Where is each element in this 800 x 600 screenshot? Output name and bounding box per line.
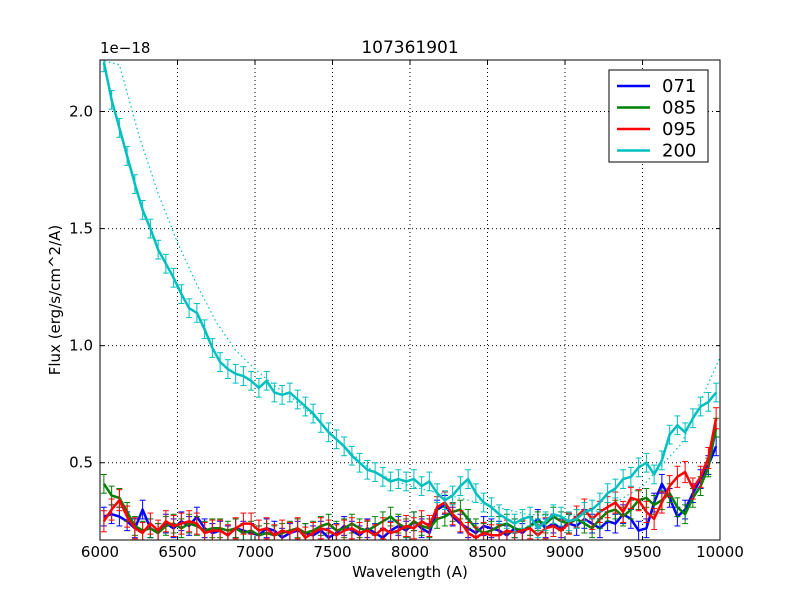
x-tick-label: 9000 [546, 543, 584, 561]
series-line-095 [102, 417, 718, 539]
x-tick-label: 8000 [391, 543, 429, 561]
y-tick-label: 1.0 [69, 337, 93, 355]
y-axis-label: Flux (erg/s/cm^2/A) [46, 225, 64, 376]
series-200 [100, 59, 720, 539]
x-tick-label: 9500 [623, 543, 661, 561]
legend-label-095: 095 [662, 119, 696, 140]
model-fit-layer [99, 59, 721, 518]
x-tick-label: 10000 [696, 543, 744, 561]
legend-label-071: 071 [662, 76, 696, 97]
x-tick-label: 6500 [158, 543, 196, 561]
legend-label-085: 085 [662, 98, 696, 119]
x-tick-label: 7500 [313, 543, 351, 561]
grid [100, 60, 720, 540]
y-tick-label: 2.0 [69, 103, 93, 121]
x-tick-label: 7000 [236, 543, 274, 561]
model-fit-line [99, 59, 721, 518]
series-line-085 [102, 427, 718, 537]
chart-title: 107361901 [361, 38, 458, 58]
y-tick-label: 0.5 [69, 454, 93, 472]
x-axis-label: Wavelength (A) [352, 563, 468, 581]
series-line-200 [102, 62, 718, 530]
tick-labels: 6000 6500 7000 7500 8000 8500 9000 9500 10000 0.5… [69, 103, 744, 561]
series-095 [100, 407, 720, 541]
y-scale-offset-label: 1e−18 [100, 39, 150, 57]
y-tick-label: 1.5 [69, 220, 93, 238]
tick-marks [99, 60, 721, 540]
x-tick-label: 8500 [468, 543, 506, 561]
legend-label-200: 200 [662, 141, 696, 162]
x-tick-label: 6000 [81, 543, 119, 561]
